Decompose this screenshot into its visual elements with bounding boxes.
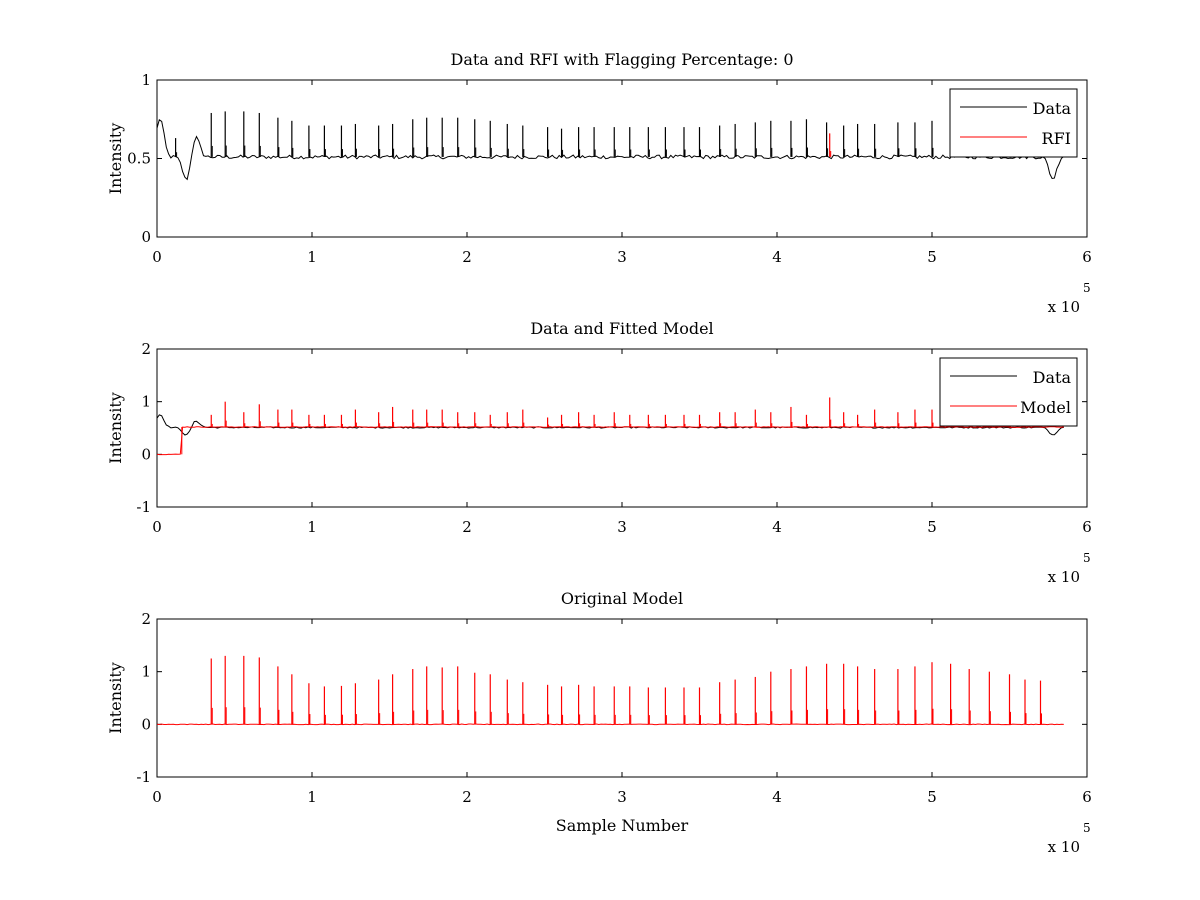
x-exponent: 5 bbox=[1083, 281, 1091, 295]
legend-entry: Data bbox=[1033, 99, 1072, 118]
x-axis-label: Sample Number bbox=[556, 816, 689, 835]
series-model-0 bbox=[157, 655, 1064, 726]
plot-area bbox=[157, 655, 1064, 726]
legend-box bbox=[949, 88, 1078, 158]
x-tick-label: 2 bbox=[462, 788, 472, 806]
y-tick-label: 1 bbox=[141, 71, 151, 89]
chart-title: Original Model bbox=[561, 589, 683, 608]
x-tick-label: 3 bbox=[617, 248, 627, 266]
x-multiplier: x 10 bbox=[1048, 568, 1080, 586]
x-tick-label: 1 bbox=[307, 518, 317, 536]
x-tick-label: 5 bbox=[927, 788, 937, 806]
legend: Data Model bbox=[939, 357, 1078, 427]
x-tick-label: 0 bbox=[152, 248, 162, 266]
series-line bbox=[157, 426, 1064, 456]
y-tick-label: 2 bbox=[141, 340, 151, 358]
y-tick-label: 1 bbox=[141, 393, 151, 411]
series-model bbox=[157, 397, 1064, 456]
x-tick-label: 1 bbox=[307, 788, 317, 806]
series-rfi bbox=[829, 133, 832, 157]
x-tick-label: 3 bbox=[617, 788, 627, 806]
chart-title: Data and Fitted Model bbox=[530, 319, 713, 338]
y-tick-label: 0.5 bbox=[127, 150, 151, 168]
plot-area bbox=[157, 111, 1065, 181]
chart-panel-1: 0 1 2 3 4 5 6 0 0.5 1 Data and RFI with Flagging P… bbox=[106, 50, 1092, 316]
y-axis-label: Intensity bbox=[106, 662, 125, 734]
x-tick-label: 6 bbox=[1082, 518, 1092, 536]
y-tick-label: 0 bbox=[141, 228, 151, 246]
y-tick-label: 0 bbox=[141, 715, 151, 733]
x-tick-label: 3 bbox=[617, 518, 627, 536]
x-tick-label: 2 bbox=[462, 248, 472, 266]
y-tick-label: -1 bbox=[136, 768, 151, 786]
x-exponent: 5 bbox=[1083, 821, 1091, 835]
y-tick-label: 1 bbox=[141, 663, 151, 681]
series-data bbox=[157, 111, 1065, 181]
x-tick-label: 4 bbox=[772, 788, 782, 806]
axes-box bbox=[156, 79, 1088, 238]
x-exponent: 5 bbox=[1083, 551, 1091, 565]
x-multiplier: x 10 bbox=[1048, 298, 1080, 316]
x-tick-label: 4 bbox=[772, 518, 782, 536]
axes-box bbox=[156, 618, 1088, 778]
x-tick-label: 0 bbox=[152, 518, 162, 536]
x-tick-label: 2 bbox=[462, 518, 472, 536]
y-axis-label: Intensity bbox=[106, 123, 125, 195]
y-tick-label: 0 bbox=[141, 445, 151, 463]
x-tick-label: 1 bbox=[307, 248, 317, 266]
y-axis-label: Intensity bbox=[106, 392, 125, 464]
x-tick-label: 0 bbox=[152, 788, 162, 806]
legend-entry: RFI bbox=[1042, 129, 1071, 148]
x-tick-label: 6 bbox=[1082, 788, 1092, 806]
chart-title: Data and RFI with Flagging Percentage: 0 bbox=[450, 50, 793, 69]
x-multiplier: x 10 bbox=[1048, 838, 1080, 856]
x-tick-label: 5 bbox=[927, 248, 937, 266]
x-tick-label: 6 bbox=[1082, 248, 1092, 266]
x-tick-label: 5 bbox=[927, 518, 937, 536]
series-line bbox=[157, 118, 1065, 181]
legend-entry: Data bbox=[1033, 368, 1072, 387]
y-tick-label: -1 bbox=[136, 498, 151, 516]
legend-entry: Model bbox=[1020, 398, 1071, 417]
plot-area bbox=[157, 397, 1064, 456]
legend: Data RFI bbox=[949, 88, 1078, 158]
y-tick-label: 2 bbox=[141, 610, 151, 628]
x-tick-label: 4 bbox=[772, 248, 782, 266]
legend-box bbox=[939, 357, 1078, 427]
series-line bbox=[157, 723, 1064, 726]
